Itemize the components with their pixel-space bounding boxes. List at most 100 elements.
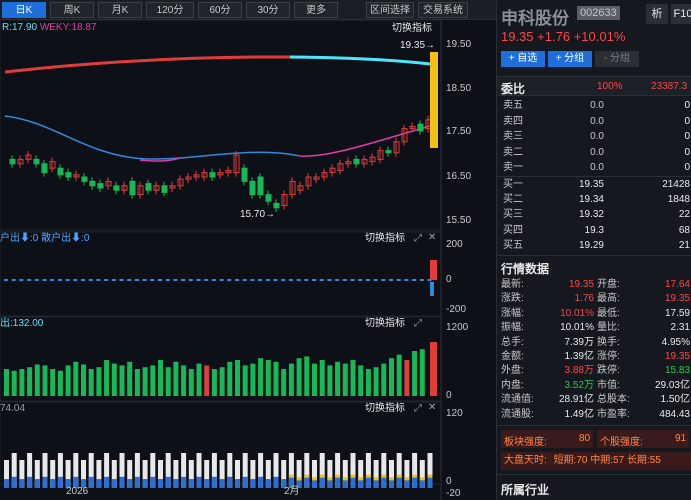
tab-daily-k[interactable]: 日K <box>2 2 46 18</box>
stack-blue <box>27 476 33 488</box>
tab-120min[interactable]: 120分 <box>146 2 194 18</box>
analysis-button[interactable]: 析 <box>646 4 668 24</box>
stack-blue <box>150 476 156 488</box>
stack-blue <box>396 476 402 488</box>
volume-bar <box>34 364 40 396</box>
add-group-button[interactable]: + 分组 <box>548 51 592 67</box>
stack-grey <box>188 460 194 488</box>
range-select-button[interactable]: 区间选择 <box>366 2 414 18</box>
quote-value: 10.01% <box>560 322 594 334</box>
panel2-expand-icon[interactable]: ⤢ <box>414 233 422 244</box>
stack-grey <box>335 453 341 488</box>
quote-value: 10.01% <box>560 307 594 319</box>
panel4-switch-indicator[interactable]: 切换指标 <box>365 403 405 414</box>
order-volume: 0 <box>684 115 690 127</box>
stack-grey <box>196 453 202 488</box>
panel2-bar <box>50 279 55 281</box>
panel2-bar <box>96 279 101 281</box>
trading-system-button[interactable]: 交易系统 <box>418 2 468 18</box>
volume-bar <box>288 363 294 396</box>
stack-grey <box>158 460 163 488</box>
panel2-bar <box>158 279 162 281</box>
chart-area[interactable]: R:17.90 WEKY:18.87 切换指标 19.50 18.50 17.5… <box>0 20 496 500</box>
stack-blue <box>296 479 302 488</box>
stack-grey <box>4 460 9 488</box>
remove-group-button[interactable]: - 分组 <box>595 51 639 67</box>
stack-yellow <box>327 477 333 481</box>
y-tick-1750: 17.50 <box>446 126 472 137</box>
main-legend: R:17.90 WEKY:18.87 <box>2 22 97 34</box>
add-favorite-button[interactable]: + 自选 <box>501 51 545 67</box>
stock-strength-label: 个股强度: <box>600 437 643 448</box>
panel4-close-icon[interactable]: ✕ <box>428 402 437 413</box>
panel2-bar <box>73 279 78 281</box>
panel4-expand-icon[interactable]: ⤢ <box>414 403 422 414</box>
quote-value: 17.64 <box>664 279 690 290</box>
order-level-label: 卖二 <box>503 146 523 158</box>
stack-grey <box>296 460 302 488</box>
tab-60min[interactable]: 60分 <box>198 2 242 18</box>
quote-label: 内盘: <box>501 379 524 391</box>
stack-yellow <box>365 474 371 478</box>
quote-label: 量比: <box>597 322 620 334</box>
stack-grey <box>11 453 17 488</box>
panel2-bar <box>57 279 62 281</box>
quote-label: 流通股: <box>501 408 534 420</box>
main-switch-indicator[interactable]: 切换指标 <box>392 23 432 34</box>
quote-value: 28.91亿 <box>558 394 594 406</box>
stack-blue <box>427 476 433 488</box>
quote-label: 最低: <box>597 307 620 319</box>
quote-label: 涨停: <box>597 351 620 362</box>
tab-more[interactable]: 更多 <box>294 2 338 18</box>
stack-yellow <box>296 477 302 481</box>
stack-grey <box>365 453 371 488</box>
panel3-switch-indicator[interactable]: 切换指标 <box>365 318 405 329</box>
stack-yellow <box>342 477 348 481</box>
volume-bar <box>350 360 356 396</box>
panel2-switch-indicator[interactable]: 切换指标 <box>365 233 405 244</box>
volume-bar <box>4 369 9 396</box>
order-price: 0.0 <box>590 100 604 111</box>
stack-grey <box>412 453 418 488</box>
quote-label: 涨幅: <box>501 307 524 319</box>
volume-bar <box>150 365 156 396</box>
stack-blue <box>65 479 71 488</box>
panel3-expand-icon[interactable]: ⤢ <box>414 318 422 329</box>
panel2-close-icon[interactable]: ✕ <box>428 232 437 243</box>
panel2-bar <box>134 279 139 281</box>
legend-weky: WEKY:18.87 <box>39 22 97 33</box>
candle-body <box>57 167 64 176</box>
bid-row: 买二 19.34 1848 <box>497 192 691 208</box>
panel2-bar <box>81 279 85 281</box>
volume-bar <box>211 369 217 396</box>
quote-row: 内盘: 3.52万 市值: 29.03亿 <box>497 379 691 393</box>
panel2-bar <box>104 279 109 281</box>
volume-bar <box>342 363 348 396</box>
tab-30min[interactable]: 30分 <box>246 2 290 18</box>
stack-grey <box>81 460 86 488</box>
stack-grey <box>57 453 63 488</box>
panel2-bar <box>42 279 47 281</box>
tab-weekly-k[interactable]: 周K <box>50 2 94 18</box>
stack-grey <box>50 460 56 488</box>
volume-bar <box>96 367 102 396</box>
stack-grey <box>358 460 364 488</box>
quote-value: 1.39亿 <box>564 351 594 362</box>
order-level-label: 卖一 <box>503 162 523 174</box>
candle-body <box>345 161 352 165</box>
stack-blue <box>250 479 256 488</box>
panel2-bar <box>219 279 224 281</box>
panel2-bar <box>211 279 216 281</box>
panel3-y-1200: 1200 <box>446 322 469 333</box>
stack-blue <box>327 479 333 488</box>
panel2-bar <box>296 279 301 281</box>
stock-strength-box: 个股强度: 91 <box>597 430 689 448</box>
quote-value: 484.43 <box>659 408 690 420</box>
f10-button[interactable]: F10 <box>671 4 691 24</box>
stack-yellow <box>419 477 425 481</box>
stack-grey <box>96 460 102 488</box>
candle-body <box>129 180 136 196</box>
tab-monthly-k[interactable]: 月K <box>98 2 142 18</box>
stack-grey <box>258 453 264 488</box>
quote-row: 总手: 7.39万 换手: 4.95% <box>497 336 691 350</box>
